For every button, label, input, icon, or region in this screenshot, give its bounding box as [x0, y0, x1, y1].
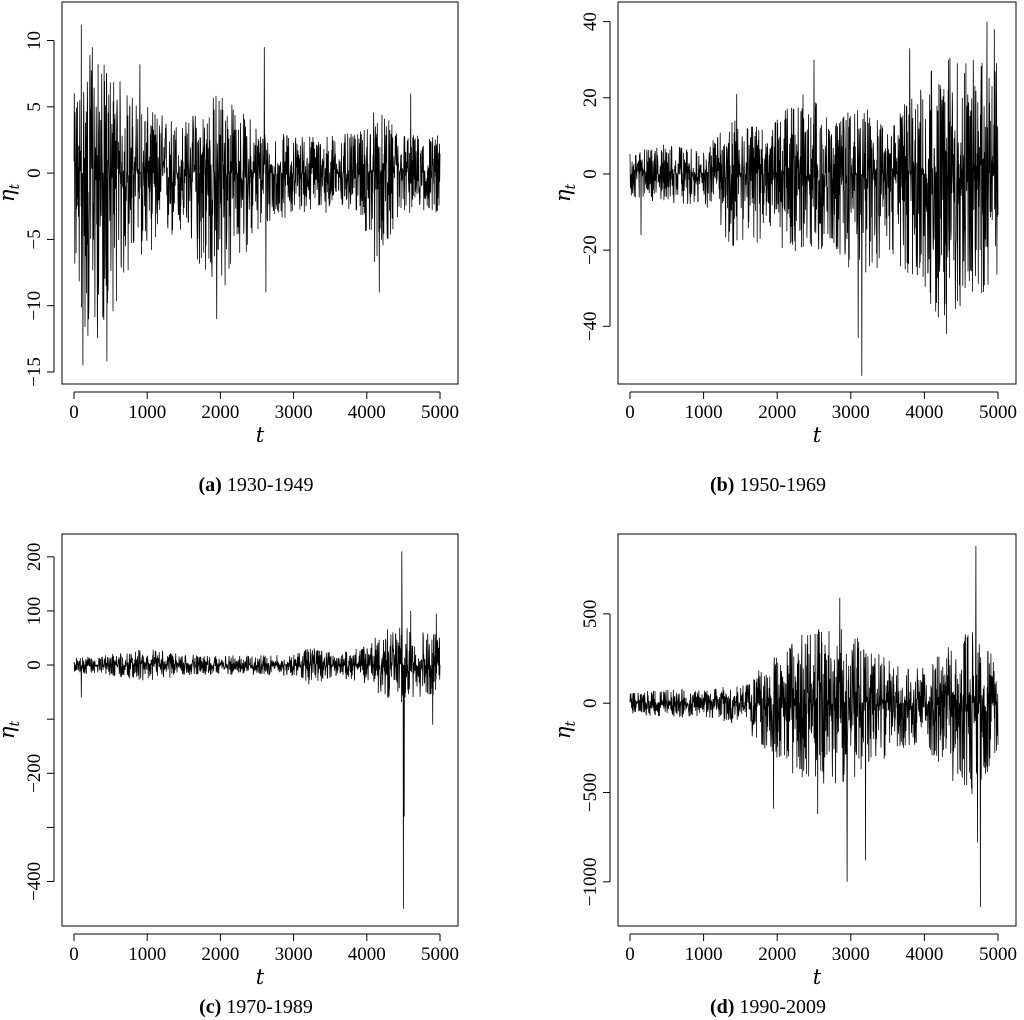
- x-tick-label-a: 2000: [201, 402, 239, 423]
- caption-a: (a) 1930-1949: [0, 474, 512, 497]
- caption-letter-a: (a): [198, 474, 222, 496]
- y-axis-title-b: ηt: [551, 184, 579, 203]
- chart-panel-b: 0 1000 2000 3000 4000 5000 t −40 −20 0 20 40 ηt (b) …: [512, 0, 1024, 510]
- y-tick-label-a: 5: [24, 102, 45, 112]
- y-tick-label-a: −15: [24, 357, 45, 387]
- y-tick-label-b: 20: [580, 88, 601, 107]
- caption-text-c: 1970-1989: [226, 996, 313, 1018]
- plot-frame-d: [617, 533, 1017, 927]
- y-tick-label-c: −200: [24, 754, 45, 793]
- y-tick-label-a: −10: [24, 291, 45, 321]
- x-tick-label-d: 1000: [685, 944, 723, 965]
- x-tick-label-c: 3000: [275, 944, 313, 965]
- x-tick-label-a: 5000: [421, 402, 459, 423]
- chart-panel-d: 0 1000 2000 3000 4000 5000 t −1000 −500 0 500 ηt (d…: [512, 510, 1024, 1020]
- x-tick-label-c: 2000: [201, 944, 239, 965]
- x-axis-title-a: t: [256, 423, 265, 447]
- y-tick-label-b: 40: [580, 12, 601, 31]
- x-tick-label-a: 1000: [128, 402, 166, 423]
- x-tick-label-d: 5000: [979, 944, 1017, 965]
- caption-d: (d) 1990-2009: [512, 996, 1024, 1019]
- y-tick-label-c: 100: [24, 597, 45, 626]
- y-axis-title-sub-b: t: [563, 184, 579, 190]
- x-tick-label-a: 3000: [275, 402, 313, 423]
- chart-panel-a: 0 1000 2000 3000 4000 5000 t −15 −10 −5 0 5 10 ηt (a)…: [0, 0, 512, 510]
- y-tick-label-b: 0: [580, 169, 601, 179]
- x-axis-title-b: t: [813, 423, 822, 447]
- y-tick-label-d: −1000: [580, 857, 601, 906]
- y-tick-label-a: 10: [24, 31, 45, 50]
- x-axis-title-d: t: [813, 965, 822, 989]
- chart-panel-c: 010002000300040005000t−400−2000100200ηt …: [0, 510, 512, 1020]
- x-tick-label-a: 0: [69, 402, 79, 423]
- y-axis-title-d: ηt: [551, 721, 579, 740]
- y-tick-label-c: 200: [24, 543, 45, 572]
- x-tick-label-b: 3000: [832, 402, 870, 423]
- caption-text-a: 1930-1949: [226, 474, 314, 496]
- y-tick-label-a: −5: [24, 229, 45, 249]
- x-tick-label-a: 4000: [348, 402, 386, 423]
- caption-text-d: 1990-2009: [739, 996, 827, 1018]
- x-tick-label-b: 0: [625, 402, 635, 423]
- x-tick-label-b: 2000: [758, 402, 796, 423]
- x-tick-label-d: 3000: [832, 944, 870, 965]
- x-tick-label-d: 2000: [758, 944, 796, 965]
- plot-frame-a: [61, 1, 459, 385]
- chart-svg-b: 0 1000 2000 3000 4000 5000 t −40 −20 0 20 40 ηt: [551, 1, 1017, 447]
- caption-letter-c: (c): [199, 996, 222, 1018]
- y-tick-label-b: −40: [580, 311, 601, 341]
- y-axis-title-c: ηt: [0, 721, 23, 740]
- x-axis-title-c: t: [256, 965, 265, 989]
- x-tick-label-d: 0: [625, 944, 635, 965]
- y-axis-title-a: ηt: [0, 184, 23, 203]
- x-tick-label-d: 4000: [905, 944, 943, 965]
- x-tick-label-c: 5000: [421, 944, 459, 965]
- series-line-d: [629, 545, 999, 907]
- chart-svg-a: 0 1000 2000 3000 4000 5000 t −15 −10 −5 0 5 10 ηt: [0, 1, 459, 447]
- x-tick-label-c: 1000: [128, 944, 166, 965]
- y-axis-title-sub-c: t: [7, 721, 23, 727]
- plot-frame-b: [617, 1, 1017, 385]
- y-tick-label-c: 0: [24, 660, 45, 670]
- x-tick-label-c: 0: [69, 944, 79, 965]
- y-tick-label-a: 0: [24, 168, 45, 178]
- caption-text-b: 1950-1969: [739, 474, 827, 496]
- y-tick-label-d: −500: [580, 773, 601, 812]
- x-tick-label-b: 5000: [979, 402, 1017, 423]
- chart-svg-c: 0 1000 2000 3000 4000 5000 t −400 −200 0 100 200 ηt: [0, 533, 459, 989]
- y-tick-label-d: 500: [580, 600, 601, 629]
- x-tick-label-b: 1000: [685, 402, 723, 423]
- y-tick-label-d: 0: [580, 698, 601, 708]
- plot-frame-c: [61, 533, 459, 927]
- y-tick-label-c: −400: [24, 862, 45, 901]
- caption-b: (b) 1950-1969: [512, 474, 1024, 497]
- series-line-b: [629, 21, 999, 376]
- caption-letter-b: (b): [709, 474, 735, 496]
- x-tick-label-c: 4000: [348, 944, 386, 965]
- caption-c: (c) 1970-1989: [0, 996, 512, 1019]
- y-axis-title-sub-a: t: [7, 184, 23, 190]
- y-axis-title-sub-d: t: [563, 721, 579, 727]
- caption-letter-d: (d): [709, 996, 735, 1018]
- x-tick-label-b: 4000: [905, 402, 943, 423]
- series-line-c: [73, 551, 441, 909]
- chart-svg-d: 0 1000 2000 3000 4000 5000 t −1000 −500 0 500 ηt: [551, 533, 1017, 989]
- y-tick-label-b: −20: [580, 235, 601, 265]
- series-line-a: [73, 24, 441, 366]
